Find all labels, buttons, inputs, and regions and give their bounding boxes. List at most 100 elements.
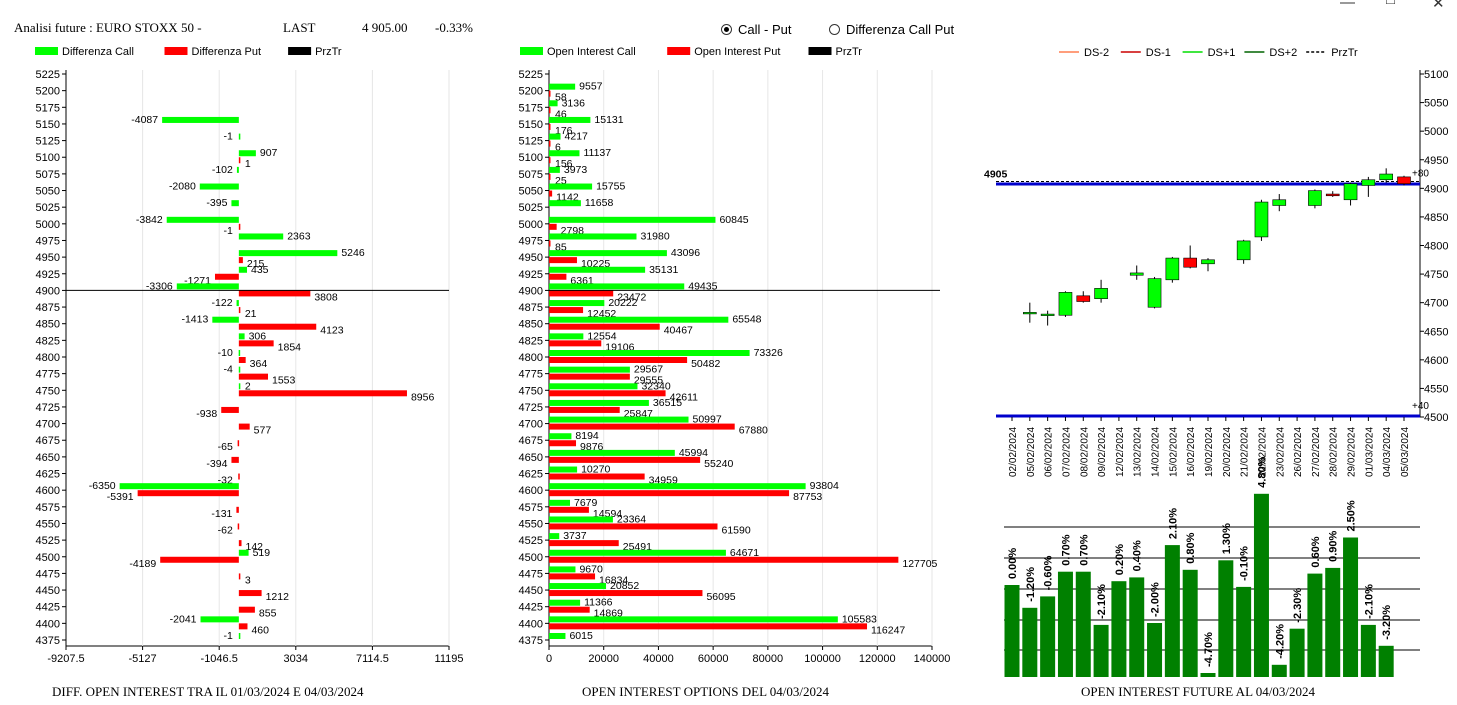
- last-label: LAST: [283, 20, 316, 35]
- diff-chart-y-tick-label: 4750: [36, 385, 60, 397]
- candle-body: [1183, 257, 1197, 268]
- oi-chart-label-call: 6015: [569, 630, 593, 642]
- diff-chart-y-tick-label: 4425: [36, 602, 60, 614]
- future-bar: [1129, 577, 1145, 677]
- oi-chart-y-tick-label: 4600: [519, 485, 543, 497]
- oi-chart-bar-put: [549, 540, 619, 547]
- oi-chart-y-tick-label: 4825: [519, 335, 543, 347]
- radio-differenza-call-put[interactable]: Differenza Call Put: [829, 22, 954, 37]
- diff-chart-y-tick-label: 4850: [36, 319, 60, 331]
- oi-chart-bar-call: [549, 150, 580, 157]
- future-bar-label: 2.50%: [1346, 500, 1358, 531]
- oi-chart-y-tick-label: 5025: [519, 202, 543, 214]
- oi-chart-x-tick-label: 20000: [588, 653, 619, 665]
- diff-chart-y-tick-label: 4950: [36, 252, 60, 264]
- future-bar: [1182, 569, 1198, 677]
- oi-chart-label-call: 8194: [575, 430, 599, 442]
- oi-chart-bar-call: [549, 233, 637, 240]
- oi-chart-x-tick-label: 140000: [914, 653, 951, 665]
- oi-chart-bar-put: [549, 556, 899, 563]
- diff-chart-bar-call: [238, 383, 241, 390]
- diff-chart-bar-put: [238, 423, 250, 430]
- candle-body: [1058, 292, 1073, 316]
- minimize-icon[interactable]: —: [1340, 0, 1355, 11]
- oi-chart-label-put: 127705: [902, 558, 937, 570]
- candle-legend-label: DS+2: [1269, 47, 1297, 59]
- oi-chart-bar-put: [549, 406, 620, 413]
- oi-chart-bar-put: [549, 257, 577, 264]
- diff-chart-label-put: -5391: [107, 491, 134, 503]
- oi-chart-label-call: 11366: [584, 597, 613, 609]
- candle-body: [1272, 199, 1287, 206]
- oi-chart-label-put: 85: [555, 241, 567, 253]
- candle-y-tick-label: 4700: [1424, 298, 1448, 310]
- candle-legend-label: DS-2: [1084, 47, 1109, 59]
- oi-chart-y-tick-label: 4475: [519, 568, 543, 580]
- oi-chart-bar-call: [549, 599, 581, 606]
- diff-chart-bar-put: [238, 323, 317, 330]
- radio-call-put[interactable]: Call - Put: [721, 22, 791, 37]
- candle-date-label: 01/03/2024: [1364, 427, 1375, 477]
- maximize-icon[interactable]: □: [1386, 0, 1395, 8]
- oi-chart-x-tick-label: 100000: [804, 653, 841, 665]
- oi-chart-bar-put: [549, 190, 553, 197]
- diff-chart-bar-put: [238, 157, 241, 164]
- oi-chart-y-tick-label: 4450: [519, 585, 543, 597]
- diff-chart-y-tick-label: 4575: [36, 502, 60, 514]
- legend-label: Open Interest Put: [694, 46, 780, 58]
- candle-body: [1076, 295, 1091, 302]
- diff-chart-bar-call: [231, 200, 239, 207]
- oi-chart-bar-call: [549, 516, 613, 523]
- oi-chart-bar-call: [549, 200, 581, 207]
- oi-chart-bar-call: [549, 300, 605, 307]
- diff-chart-y-tick-label: 5075: [36, 169, 60, 181]
- diff-chart-bar-put: [238, 357, 246, 363]
- diff-chart-bar-put: [238, 307, 241, 314]
- instrument-title: Analisi future : EURO STOXX 50 -: [14, 20, 202, 35]
- oi-chart-bar-call: [549, 183, 593, 190]
- diff-chart-y-tick-label: 4500: [36, 552, 60, 564]
- diff-chart-label-call: -395: [206, 197, 227, 209]
- diff-chart-bar-put: [237, 440, 240, 447]
- oi-chart-x-tick-label: 60000: [698, 653, 729, 665]
- candle-date-label: 05/02/2024: [1026, 427, 1037, 477]
- diff-chart-label-call: 2: [245, 380, 251, 392]
- oi-chart-y-tick-label: 4500: [519, 552, 543, 564]
- candle-y-tick-label: 4950: [1424, 155, 1448, 167]
- oi-chart-bar-put: [549, 140, 551, 147]
- oi-chart-bar-call: [549, 466, 578, 473]
- candle-legend-label: DS+1: [1208, 47, 1236, 59]
- oi-chart-label-call: 49435: [688, 280, 717, 292]
- diff-chart-bar-put: [137, 490, 239, 497]
- candle-date-label: 29/02/2024: [1347, 427, 1358, 477]
- close-icon[interactable]: ✕: [1432, 0, 1445, 12]
- diff-chart-bar-put: [214, 273, 239, 280]
- diff-chart-y-tick-label: 4475: [36, 568, 60, 580]
- oi-chart-y-tick-label: 4975: [519, 235, 543, 247]
- diff-chart-bar-call: [236, 300, 239, 307]
- diff-chart-label-put: 3: [245, 574, 251, 586]
- diff-chart-bar-put: [238, 373, 268, 380]
- diff-chart-label-call: 519: [253, 547, 271, 559]
- oi-chart-bar-put: [549, 240, 551, 247]
- oi-chart-bar-call: [549, 399, 649, 406]
- oi-chart-y-tick-label: 4550: [519, 518, 543, 530]
- candle-date-label: 08/02/2024: [1079, 427, 1090, 477]
- future-bar-label: 0.70%: [1078, 534, 1090, 565]
- future-bar: [1111, 581, 1127, 677]
- oi-chart-y-tick-label: 5100: [519, 152, 543, 164]
- oi-chart-bar-call: [549, 533, 560, 540]
- oi-chart-label-call: 32340: [641, 380, 670, 392]
- diff-chart-label-call: 2363: [287, 230, 311, 242]
- candle-body: [1361, 179, 1376, 186]
- oi-chart-bar-put: [549, 506, 589, 513]
- oi-chart-bar-put: [549, 307, 584, 314]
- diff-chart-bar-put: [237, 523, 240, 530]
- future-bar: [1200, 673, 1216, 677]
- oi-chart-label-put: 25: [555, 175, 567, 187]
- candle-legend-label: DS-1: [1146, 47, 1171, 59]
- candle-date-label: 09/02/2024: [1097, 427, 1108, 477]
- legend-swatch: [35, 47, 58, 55]
- oi-chart-y-tick-label: 4925: [519, 269, 543, 281]
